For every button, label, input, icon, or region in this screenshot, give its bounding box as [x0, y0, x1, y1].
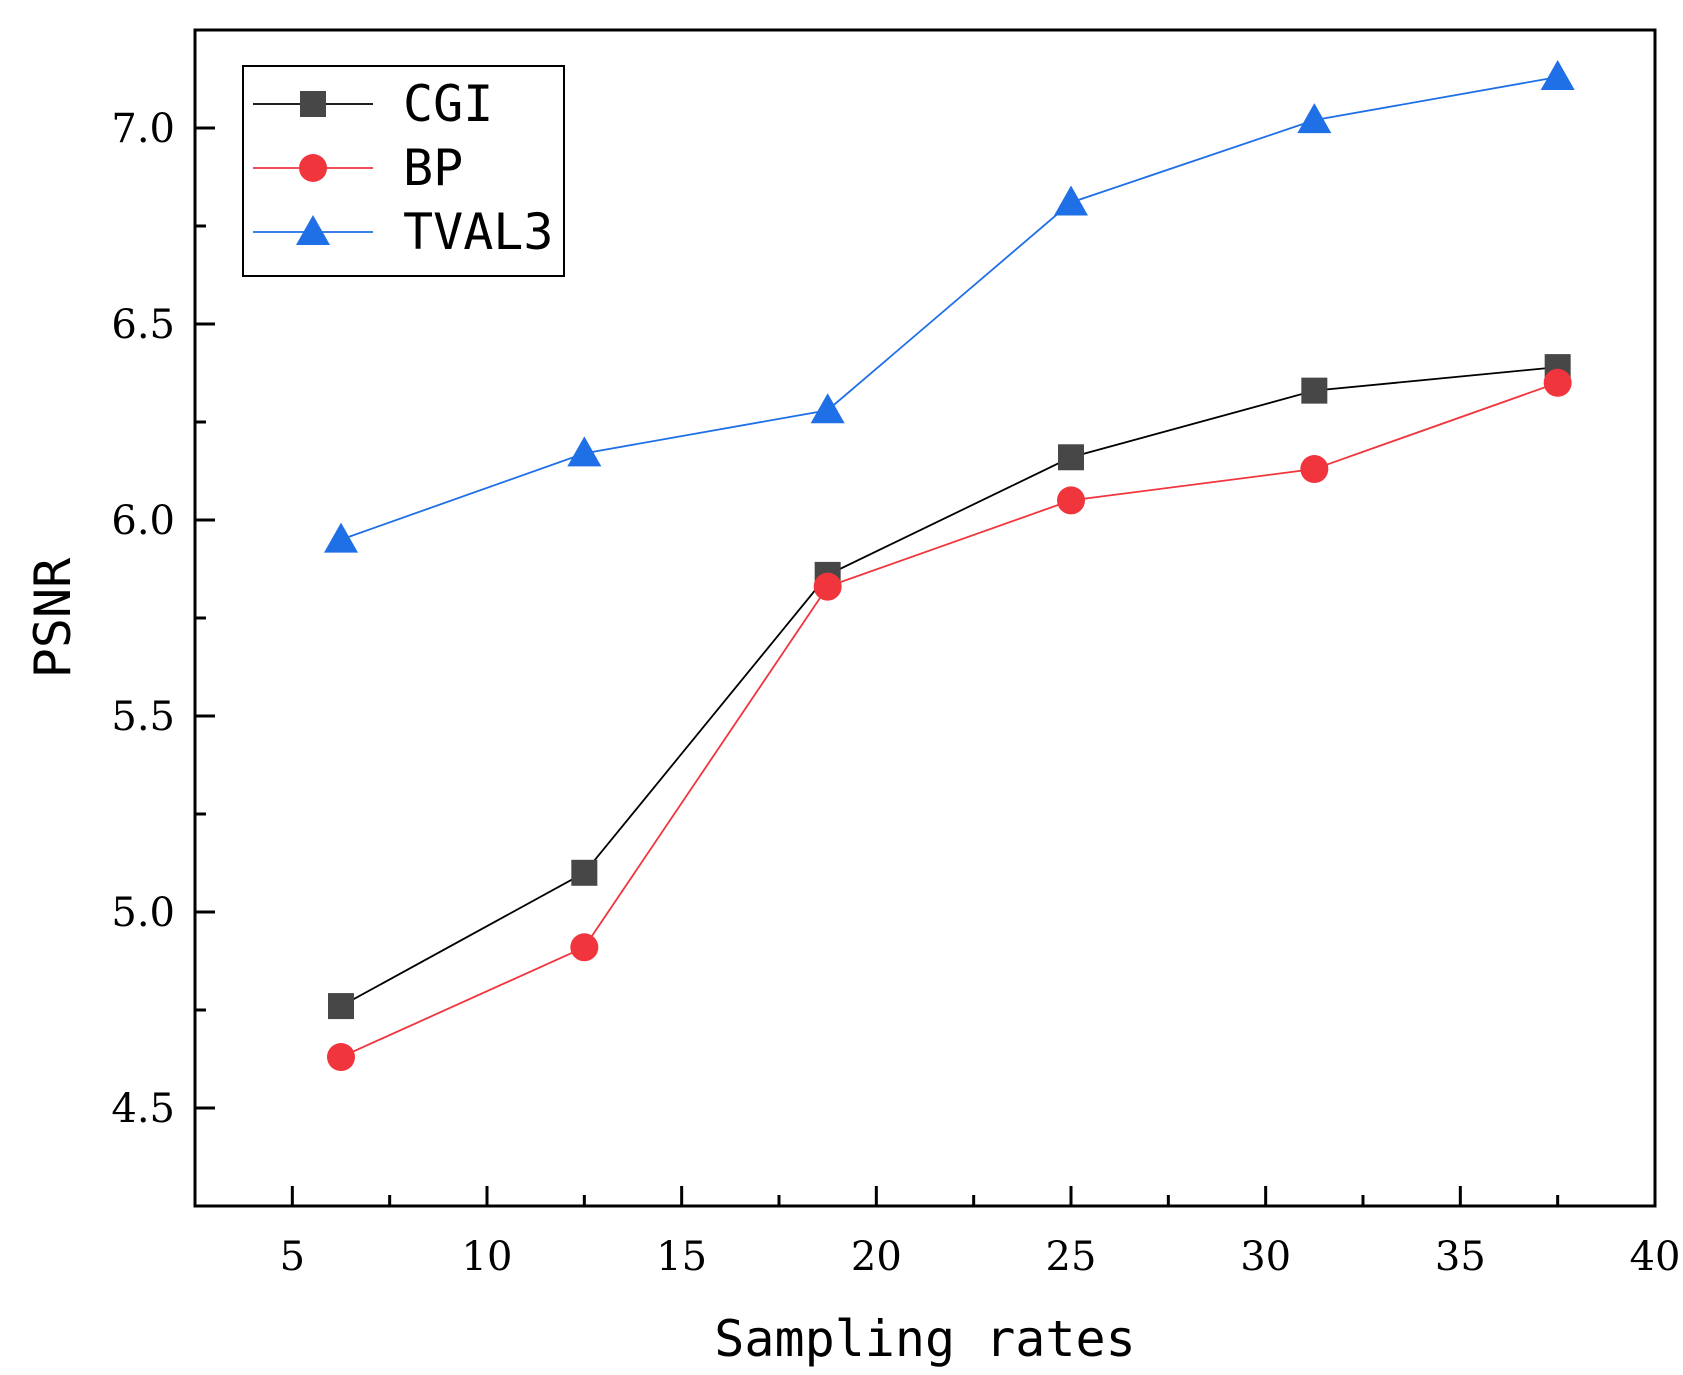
legend-item-bp: BP	[253, 139, 463, 197]
series-tval3	[324, 60, 1575, 553]
data-point-bp	[327, 1043, 355, 1072]
y-tick-label: 6.5	[111, 302, 175, 348]
legend-item-tval3: TVAL3	[253, 203, 554, 261]
axis-ticks	[195, 126, 1657, 1206]
series-cgi	[328, 354, 1571, 1020]
data-point-tval3	[1297, 103, 1332, 134]
y-tick-label: 4.5	[111, 1086, 175, 1132]
series-bp	[327, 368, 1572, 1072]
series-line-cgi	[340, 366, 1558, 1007]
x-tick-label: 30	[1240, 1234, 1291, 1280]
legend-label: CGI	[403, 75, 493, 133]
legend-items: CGI BP TVAL3	[253, 75, 554, 261]
legend-item-cgi: CGI	[253, 75, 493, 133]
legend-label: BP	[403, 139, 463, 197]
data-point-tval3	[324, 522, 358, 553]
legend-box	[242, 65, 565, 277]
data-point-bp	[1300, 455, 1329, 484]
x-tick-label: 40	[1630, 1234, 1681, 1280]
data-point-bp	[570, 933, 599, 962]
legend-label: TVAL3	[403, 203, 554, 261]
y-axis-title: PSNR	[24, 557, 82, 678]
x-tick-label: 20	[851, 1234, 902, 1280]
x-axis-title: Sampling rates	[714, 1310, 1135, 1368]
x-tick-label: 10	[462, 1234, 513, 1280]
data-point-tval3	[810, 393, 845, 424]
x-tick-label: 25	[1046, 1234, 1097, 1280]
series-line-bp	[340, 381, 1558, 1058]
data-point-bp	[813, 572, 842, 601]
x-tick-label: 15	[656, 1234, 707, 1280]
series-line-tval3	[340, 76, 1558, 541]
y-tick-label: 6.0	[111, 498, 175, 544]
legend-marker-square	[300, 91, 326, 117]
data-point-tval3	[1054, 185, 1088, 216]
legend: CGI BP TVAL3	[242, 65, 565, 277]
tick-labels: 5 10 15 20 25 30 35 40 4.5 5.0 5.5 6.0 6.5 7.0	[111, 106, 1680, 1280]
legend-marker-circle	[299, 154, 327, 182]
data-point-bp	[1543, 368, 1572, 397]
legend-marker-triangle	[296, 215, 330, 245]
data-point-cgi	[1301, 377, 1328, 404]
y-tick-label: 5.0	[111, 890, 175, 936]
data-point-bp	[1057, 486, 1085, 515]
y-tick-label: 7.0	[111, 106, 175, 152]
data-point-cgi	[1058, 444, 1084, 471]
data-point-cgi	[328, 993, 354, 1020]
y-tick-label: 5.5	[111, 694, 175, 740]
series-layer	[324, 60, 1575, 1072]
data-point-tval3	[1540, 60, 1575, 91]
data-point-cgi	[571, 859, 598, 886]
data-point-tval3	[567, 436, 602, 467]
x-tick-label: 35	[1435, 1234, 1486, 1280]
x-tick-label: 5	[280, 1234, 305, 1280]
